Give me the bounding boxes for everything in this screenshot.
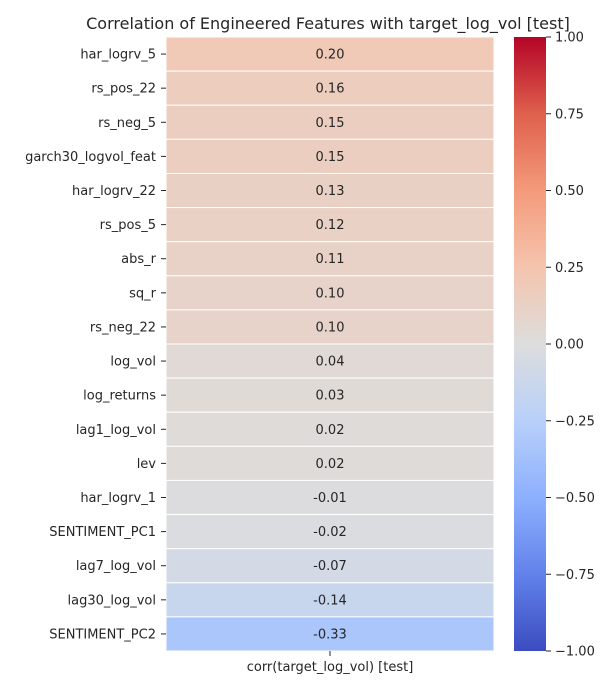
colorbar-tick-label: −0.50 [555,491,595,506]
colorbar-tick-label: 0.25 [555,261,584,276]
row-label-lag1_log_vol: lag1_log_vol [76,423,156,438]
heatmap-cells: 0.20 0.16 0.15 0.15 0.13 0.12 0.11 0.10 0.10 0.04… [165,36,495,652]
row-label-har_logrv_5: har_logrv_5 [80,48,156,63]
cell-value-rs_neg_5: 0.15 [316,116,345,131]
cell-value-rs_neg_22: 0.10 [316,320,345,335]
row-label-log_returns: log_returns [83,389,156,404]
colorbar [514,37,546,651]
row-ticks [161,53,166,635]
row-label-log_vol: log_vol [110,355,156,370]
colorbar-tick-label: 0.75 [555,107,584,122]
heatmap-cell-har_logrv_5 [165,36,495,72]
heatmap-cell-rs_pos_22 [165,70,495,106]
row-label-garch30_logvol_feat: garch30_logvol_feat [25,150,156,165]
row-label-SENTIMENT_PC1: SENTIMENT_PC1 [49,525,156,540]
cell-value-lag1_log_vol: 0.02 [316,423,345,438]
colorbar-tick-label: 0.50 [555,184,584,199]
heatmap-cell-lag1_log_vol [165,411,495,447]
cell-value-lev: 0.02 [316,457,345,472]
cell-value-sq_r: 0.10 [316,286,345,301]
heatmap-cell-rs_neg_5 [165,104,495,140]
row-label-rs_pos_22: rs_pos_22 [91,82,156,97]
row-label-rs_neg_5: rs_neg_5 [98,116,156,131]
row-label-SENTIMENT_PC2: SENTIMENT_PC2 [49,627,156,642]
heatmap-cell-garch30_logvol_feat [165,138,495,174]
cell-value-rs_pos_5: 0.12 [316,218,345,233]
row-label-abs_r: abs_r [121,252,156,267]
row-label-lag7_log_vol: lag7_log_vol [76,559,156,574]
column-label: corr(target_log_vol) [test] [247,660,414,675]
cell-value-lag7_log_vol: -0.07 [313,559,347,574]
row-labels: har_logrv_5 rs_pos_22 rs_neg_5 garch30_logv… [25,48,157,643]
colorbar-tick-label: 0.00 [555,338,584,353]
cell-value-rs_pos_22: 0.16 [316,82,345,97]
row-label-rs_neg_22: rs_neg_22 [90,320,156,335]
heatmap-cell-log_returns [165,377,495,413]
row-label-rs_pos_5: rs_pos_5 [100,218,156,233]
cell-value-garch30_logvol_feat: 0.15 [316,150,345,165]
cell-value-SENTIMENT_PC1: -0.02 [313,525,347,540]
colorbar-tick-label: −0.75 [555,568,595,583]
heatmap-cell-log_vol [165,343,495,379]
cell-value-SENTIMENT_PC2: -0.33 [313,627,347,642]
row-label-lev: lev [137,457,157,472]
cell-value-har_logrv_1: -0.01 [313,491,347,506]
cell-value-abs_r: 0.11 [316,252,345,267]
row-label-lag30_log_vol: lag30_log_vol [68,593,156,608]
cell-value-log_returns: 0.03 [316,389,345,404]
row-label-sq_r: sq_r [129,286,157,301]
row-label-har_logrv_1: har_logrv_1 [80,491,156,506]
row-label-har_logrv_22: har_logrv_22 [72,184,156,199]
cell-value-har_logrv_5: 0.20 [316,48,345,63]
colorbar-tick-label: −1.00 [555,645,595,660]
cell-value-har_logrv_22: 0.13 [316,184,345,199]
colorbar-ticks: 1.00 0.75 0.50 0.25 0.00 −0.25 −0.50 −0.75 −1.00 [546,31,595,660]
colorbar-tick-label: −0.25 [555,414,595,429]
colorbar-tick-label: 1.00 [555,31,584,46]
heatmap-cell-har_logrv_1 [165,479,495,516]
cell-value-lag30_log_vol: -0.14 [313,593,347,608]
cell-value-log_vol: 0.04 [316,355,345,370]
chart-title: Correlation of Engineered Features with … [86,14,570,34]
